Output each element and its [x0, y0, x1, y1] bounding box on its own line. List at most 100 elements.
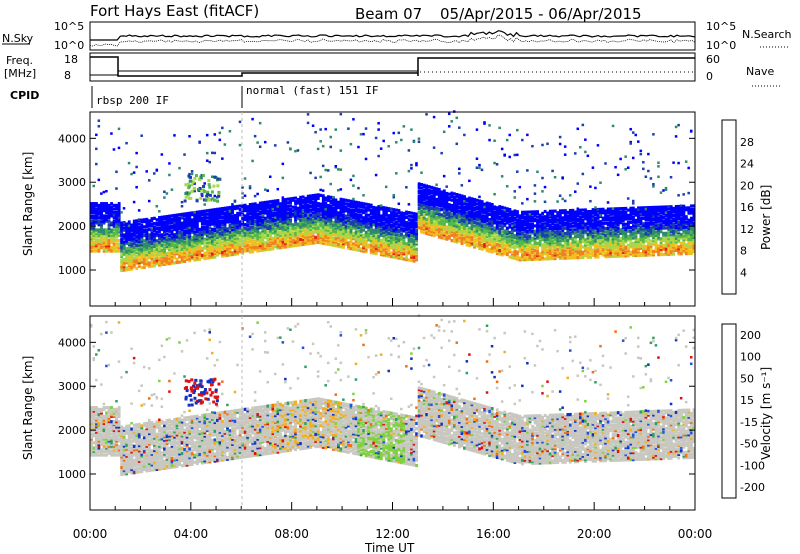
heatmap-cell — [359, 201, 363, 205]
heatmap-cell — [130, 262, 134, 266]
heatmap-cell — [357, 186, 360, 190]
heatmap-cell — [581, 250, 585, 254]
heatmap-cell — [137, 236, 141, 240]
heatmap-cell — [163, 239, 166, 244]
heatmap-cell — [188, 135, 191, 138]
heatmap-cell — [228, 237, 232, 241]
heatmap-cell — [95, 212, 98, 216]
heatmap-cell — [205, 239, 209, 243]
heatmap-cell — [367, 238, 371, 242]
heatmap-cell — [195, 252, 199, 256]
heatmap-cell — [170, 214, 174, 218]
heatmap-cell — [122, 264, 126, 269]
heatmap-cell — [211, 238, 214, 242]
heatmap-cell — [324, 127, 327, 131]
heatmap-cell — [211, 211, 214, 216]
heatmap-cell — [488, 212, 492, 216]
heatmap-cell — [97, 230, 101, 234]
heatmap-cell — [183, 245, 187, 249]
heatmap-cell — [205, 223, 209, 227]
heatmap-cell — [127, 248, 131, 252]
heatmap-cell — [208, 160, 211, 164]
heatmap-cell — [193, 233, 197, 237]
heatmap-cell — [170, 235, 174, 239]
heatmap-cell — [135, 238, 139, 242]
heatmap-cell — [90, 223, 93, 227]
heatmap-cell — [92, 233, 96, 237]
heatmap-cell — [422, 231, 426, 235]
heatmap-cell — [135, 257, 139, 262]
heatmap-cell — [581, 245, 585, 249]
heatmap-cell — [271, 199, 275, 203]
heatmap-cell — [228, 251, 232, 255]
heatmap-cell — [594, 216, 597, 220]
heatmap-cell — [226, 217, 229, 221]
heatmap-cell — [490, 238, 494, 242]
heatmap-cell — [132, 219, 136, 223]
heatmap-cell — [170, 258, 174, 262]
heatmap-cell — [105, 228, 108, 232]
heatmap-cell — [332, 196, 335, 199]
heatmap-cell — [405, 231, 408, 235]
heatmap-cell — [347, 241, 350, 245]
heatmap-cell — [495, 163, 499, 166]
heatmap-cell — [178, 244, 182, 248]
heatmap-cell — [193, 253, 197, 257]
heatmap-cell — [117, 242, 121, 246]
heatmap-cell — [102, 209, 106, 213]
heatmap-cell — [533, 200, 537, 203]
heatmap-cell — [437, 188, 441, 192]
heatmap-cell — [175, 245, 179, 249]
heatmap-cell — [241, 249, 245, 253]
heatmap-cell — [145, 258, 149, 262]
heatmap-cell — [110, 238, 113, 243]
heatmap-cell — [238, 230, 242, 234]
heatmap-cell — [377, 128, 380, 131]
heatmap-cell — [268, 175, 272, 179]
heatmap-cell — [145, 247, 149, 251]
heatmap-cell — [107, 216, 111, 220]
heatmap-cell — [170, 221, 174, 225]
heatmap-cell — [168, 221, 171, 225]
heatmap-cell — [319, 188, 322, 192]
heatmap-cell — [142, 263, 146, 268]
heatmap-cell — [541, 176, 544, 180]
heatmap-cell — [198, 219, 202, 223]
heatmap-cell — [185, 215, 189, 219]
heatmap-cell — [125, 255, 129, 260]
heatmap-cell — [132, 200, 136, 204]
heatmap-cell — [163, 220, 166, 224]
heatmap-cell — [223, 250, 227, 254]
heatmap-cell — [178, 251, 182, 255]
heatmap-cell — [95, 235, 98, 239]
heatmap-cell — [155, 169, 159, 172]
heatmap-cell — [581, 240, 585, 244]
heatmap-cell — [397, 209, 401, 213]
heatmap-cell — [193, 237, 197, 241]
heatmap-cell — [591, 208, 595, 212]
heatmap-cell — [211, 221, 214, 225]
heatmap-cell — [352, 242, 355, 246]
heatmap-cell — [125, 247, 129, 251]
heatmap-cell — [279, 237, 282, 241]
heatmap-cell — [505, 138, 509, 142]
heatmap-cell — [442, 231, 446, 235]
heatmap-cell — [526, 133, 529, 137]
heatmap-cell — [440, 236, 444, 240]
heatmap-cell — [561, 209, 565, 213]
heatmap-cell — [339, 149, 343, 152]
heatmap-cell — [160, 254, 164, 258]
heatmap-cell — [145, 261, 149, 265]
heatmap-cell — [147, 261, 151, 265]
heatmap-cell — [163, 229, 166, 233]
heatmap-cell — [165, 239, 169, 243]
heatmap-cell — [135, 259, 139, 263]
heatmap-cell — [130, 248, 134, 252]
heatmap-cell — [221, 247, 224, 251]
heatmap-cell — [105, 210, 108, 215]
heatmap-cell — [195, 245, 199, 249]
heatmap-cell — [170, 249, 174, 253]
heatmap-cell — [180, 225, 184, 229]
heatmap-cell — [183, 224, 187, 228]
heatmap-cell — [142, 251, 146, 255]
